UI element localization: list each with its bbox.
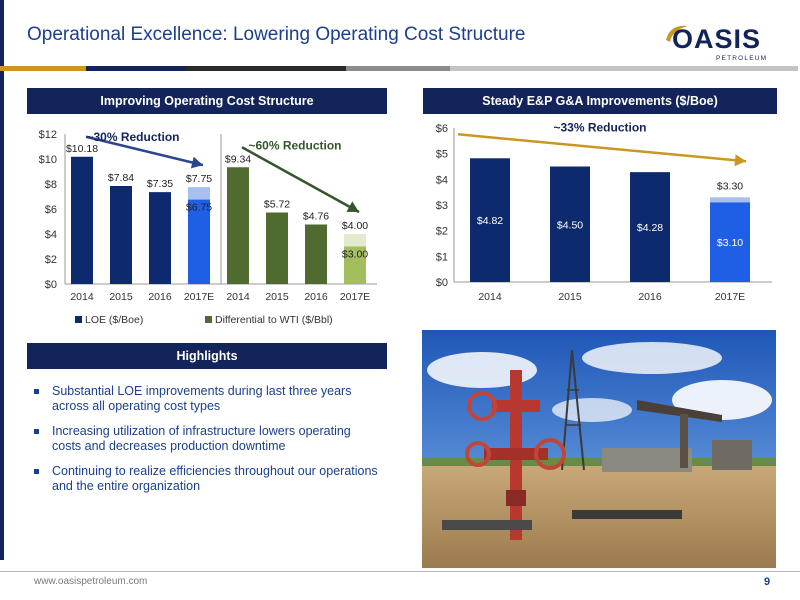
- bar-value-label: $3.30: [717, 180, 743, 192]
- x-tick-label: 2016: [638, 291, 662, 303]
- bar-value-label: $5.72: [264, 199, 290, 211]
- bar-estimate-low: [344, 246, 366, 284]
- y-tick-label: $8: [45, 179, 57, 191]
- legend-swatch: [75, 316, 82, 323]
- reduction-arrow: [241, 146, 360, 214]
- bar-estimate-low-label: $3.00: [342, 249, 368, 261]
- y-tick-label: $4: [436, 174, 448, 186]
- x-tick-label: 2015: [109, 291, 133, 303]
- reduction-annotation: ~33% Reduction: [553, 120, 646, 134]
- x-tick-label: 2016: [148, 291, 172, 303]
- x-tick-label: 2014: [226, 291, 250, 303]
- bar-value-label: $4.50: [557, 219, 583, 231]
- y-tick-label: $6: [436, 123, 448, 135]
- logo-main-text: OASIS: [672, 24, 761, 54]
- page-number: 9: [764, 576, 771, 588]
- bar-estimate-low-label: $3.10: [717, 237, 743, 249]
- highlights-header: Highlights: [27, 343, 387, 369]
- highlight-item: Substantial LOE improvements during last…: [32, 384, 382, 414]
- x-tick-label: 2017E: [340, 291, 370, 303]
- bar-value-label: $4.82: [477, 215, 503, 227]
- left-edge-bar: [0, 0, 4, 560]
- right-panel-header: Steady E&P G&A Improvements ($/Boe): [423, 88, 777, 114]
- header-stripe-gray: [346, 66, 450, 71]
- y-tick-label: $10: [39, 154, 57, 166]
- x-tick-label: 2016: [304, 291, 328, 303]
- bar: [630, 172, 670, 282]
- bar: [149, 192, 171, 284]
- bar-estimate-low: [188, 199, 210, 284]
- x-tick-label: 2017E: [184, 291, 214, 303]
- reduction-arrow: [457, 133, 747, 163]
- y-tick-label: $1: [436, 251, 448, 263]
- bar-value-label: $4.00: [342, 220, 368, 232]
- highlight-item: Increasing utilization of infrastructure…: [32, 424, 382, 454]
- bar: [110, 186, 132, 284]
- bar-value-label: $9.34: [225, 153, 251, 165]
- x-tick-label: 2015: [265, 291, 289, 303]
- y-tick-label: $2: [436, 226, 448, 238]
- reduction-arrowhead: [190, 156, 203, 169]
- page-title: Operational Excellence: Lowering Operati…: [27, 24, 526, 45]
- bar-value-label: $10.18: [66, 143, 98, 155]
- x-tick-label: 2015: [558, 291, 582, 303]
- reduction-annotation: ~30% Reduction: [86, 130, 179, 144]
- bar-value-label: $7.35: [147, 178, 173, 190]
- logo-sub-text: PETROLEUM: [716, 55, 767, 62]
- reduction-arrow: [85, 135, 204, 167]
- bar: [305, 224, 327, 284]
- legend-label: Differential to WTI ($/Bbl): [215, 314, 333, 326]
- header-stripe-navy: [86, 66, 186, 71]
- highlight-item: Continuing to realize efficiencies throu…: [32, 464, 382, 494]
- bar-value-label: $4.76: [303, 211, 329, 223]
- bar: [550, 166, 590, 282]
- bar: [227, 167, 249, 284]
- footer-divider: [0, 571, 800, 572]
- bar: [470, 158, 510, 282]
- y-tick-label: $0: [436, 277, 448, 289]
- ga-chart: $0 $1 $2 $3 $4 $5 $6 $4.82 2014 $4.50 2015 $4.28 201…: [436, 120, 772, 303]
- y-tick-label: $6: [45, 204, 57, 216]
- header-stripe-gold: [0, 66, 86, 71]
- bar-estimate-low-label: $6.75: [186, 202, 212, 214]
- x-tick-label: 2014: [70, 291, 94, 303]
- reduction-arrowhead: [734, 154, 746, 167]
- reduction-arrowhead: [346, 201, 359, 212]
- highlights-list: Substantial LOE improvements during last…: [32, 384, 382, 504]
- reduction-annotation: ~60% Reduction: [248, 138, 341, 152]
- bar: [71, 156, 93, 284]
- y-tick-label: $12: [39, 129, 57, 141]
- header-stripe-light: [450, 66, 798, 71]
- y-tick-label: $3: [436, 200, 448, 212]
- oilfield-wellhead-photo: [422, 330, 776, 568]
- x-tick-label: 2014: [478, 291, 502, 303]
- y-tick-label: $4: [45, 229, 57, 241]
- y-tick-label: $0: [45, 279, 57, 291]
- bar-estimate-low: [710, 202, 750, 282]
- x-tick-label: 2017E: [715, 291, 745, 303]
- left-panel-header: Improving Operating Cost Structure: [27, 88, 387, 114]
- bar-value-label: $7.75: [186, 173, 212, 185]
- bar-value-label: $7.84: [108, 172, 134, 184]
- loe-differential-chart: $0 $2 $4 $6 $8 $10 $12 $10.18 2014 $7.84 2015 $7.35…: [39, 129, 377, 326]
- legend-label: LOE ($/Boe): [85, 314, 143, 326]
- y-tick-label: $5: [436, 149, 448, 161]
- bar: [266, 212, 288, 284]
- bar-value-label: $4.28: [637, 222, 663, 234]
- y-tick-label: $2: [45, 254, 57, 266]
- oasis-logo: OASIS PETROLEUM: [666, 24, 767, 62]
- header-stripe-dark: [186, 66, 346, 71]
- legend-swatch: [205, 316, 212, 323]
- footer-url: www.oasispetroleum.com: [34, 576, 148, 587]
